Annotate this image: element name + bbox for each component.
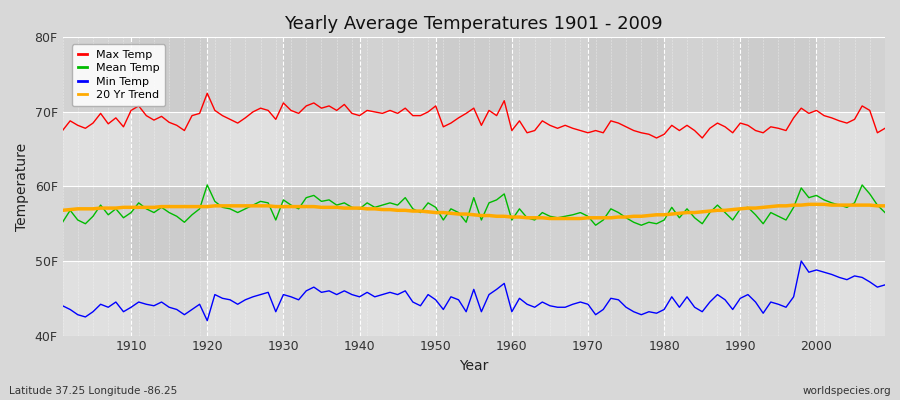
- Bar: [62, 112, 885, 186]
- Bar: [741, 37, 816, 336]
- Bar: [62, 37, 131, 336]
- Y-axis label: Temperature: Temperature: [15, 142, 29, 230]
- Bar: [131, 37, 207, 336]
- Text: worldspecies.org: worldspecies.org: [803, 386, 891, 396]
- Bar: [207, 37, 284, 336]
- Bar: [62, 37, 885, 112]
- Bar: [284, 37, 359, 336]
- X-axis label: Year: Year: [459, 359, 489, 373]
- Bar: [512, 37, 588, 336]
- Title: Yearly Average Temperatures 1901 - 2009: Yearly Average Temperatures 1901 - 2009: [284, 15, 663, 33]
- Bar: [664, 37, 741, 336]
- Bar: [588, 37, 664, 336]
- Bar: [436, 37, 512, 336]
- Bar: [359, 37, 436, 336]
- Text: Latitude 37.25 Longitude -86.25: Latitude 37.25 Longitude -86.25: [9, 386, 177, 396]
- Bar: [816, 37, 885, 336]
- Bar: [62, 186, 885, 261]
- Legend: Max Temp, Mean Temp, Min Temp, 20 Yr Trend: Max Temp, Mean Temp, Min Temp, 20 Yr Tre…: [72, 44, 165, 106]
- Bar: [62, 261, 885, 336]
